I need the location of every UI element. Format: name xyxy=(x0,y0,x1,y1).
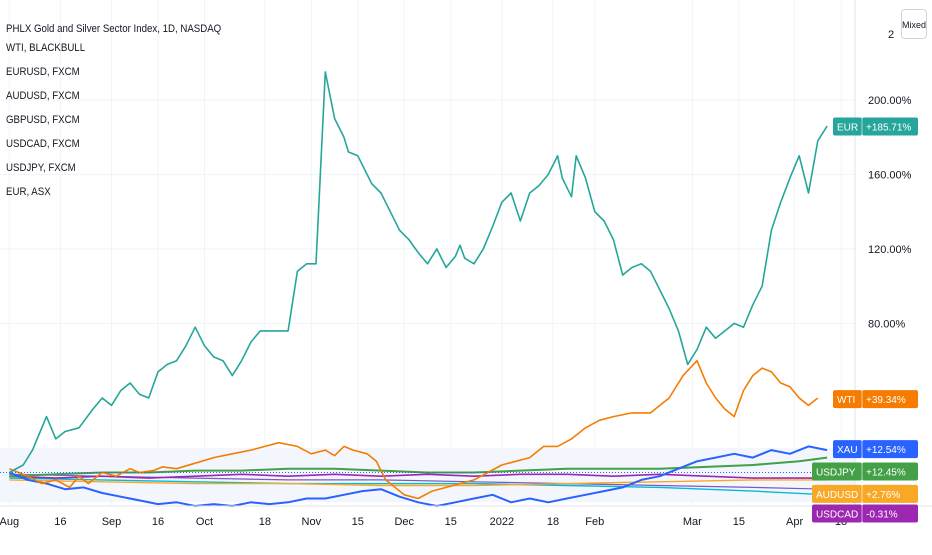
y-axis-labels: 200.00% 160.00% 120.00% 80.00% xyxy=(868,95,912,331)
y-tick-label: 80.00% xyxy=(868,318,906,330)
badge-value-text: +12.54% xyxy=(866,445,906,456)
price-badges: EUR +185.71% WTI +39.34% XAU +12.54% USDJPY +12… xyxy=(812,117,918,523)
badge-label-text: EUR xyxy=(837,123,858,134)
y-axis-top-tick: 2 xyxy=(888,29,894,41)
x-tick-label: 15 xyxy=(733,516,745,528)
x-tick-label: 16 xyxy=(54,516,66,528)
x-tick-label: Sep xyxy=(102,516,122,528)
legend-item-usdcad[interactable]: USDCAD, FXCM xyxy=(6,138,80,150)
badge-value-bg xyxy=(862,440,918,459)
badge-label-text: USDJPY xyxy=(816,468,856,479)
badge-value-text: +2.76% xyxy=(866,490,900,501)
price-badge-audusd: AUDUSD +2.76% xyxy=(812,484,918,503)
badge-value-bg xyxy=(862,390,918,409)
y-tick-label: 160.00% xyxy=(868,169,912,181)
legend-item-eurusd[interactable]: EURUSD, FXCM xyxy=(6,66,80,78)
badge-value-bg xyxy=(862,504,918,523)
legend-title[interactable]: PHLX Gold and Silver Sector Index, 1D, N… xyxy=(6,23,222,35)
legend-item-audusd[interactable]: AUDUSD, FXCM xyxy=(6,90,80,102)
series-line-wti xyxy=(9,359,819,500)
badge-label-bg xyxy=(833,117,862,136)
series-line-xau xyxy=(8,445,828,507)
legend-item-eur[interactable]: EUR, ASX xyxy=(6,186,51,198)
x-axis-labels: Aug 16 Sep 16 Oct 18 Nov 15 Dec 15 2022 18 Feb Mar 15 A… xyxy=(0,516,847,528)
price-badge-xau: XAU +12.54% xyxy=(833,440,918,459)
series-line-gbpusd xyxy=(9,473,828,490)
badge-label-bg xyxy=(812,462,862,481)
price-badge-usdjpy: USDJPY +12.45% xyxy=(812,462,918,481)
badge-value-text: -0.31% xyxy=(866,509,898,520)
badge-label-text: AUDUSD xyxy=(816,490,858,501)
badge-value-text: +12.45% xyxy=(866,468,906,479)
x-tick-label: Nov xyxy=(302,516,322,528)
price-badge-usdcad: USDCAD -0.31% xyxy=(812,504,918,523)
badge-label-text: XAU xyxy=(837,445,858,456)
x-tick-label: 16 xyxy=(152,516,164,528)
badge-value-bg xyxy=(862,484,918,503)
x-tick-label: Feb xyxy=(585,516,604,528)
y-tick-label: 200.00% xyxy=(868,95,912,107)
series-line-audusd xyxy=(9,479,828,487)
badge-value-text: +39.34% xyxy=(866,395,906,406)
series-lines xyxy=(8,71,828,507)
x-tick-label: Apr xyxy=(786,516,803,528)
badge-label-bg xyxy=(812,484,862,503)
badge-label-bg xyxy=(812,504,862,523)
series-line-usdcad xyxy=(9,473,828,479)
badge-value-text: +185.71% xyxy=(866,123,911,134)
x-tick-label: Aug xyxy=(0,516,19,528)
series-line-eurusd xyxy=(9,477,828,496)
legend-item-gbpusd[interactable]: GBPUSD, FXCM xyxy=(6,114,80,126)
x-tick-label: 18 xyxy=(547,516,559,528)
price-badge-eur: EUR +185.71% xyxy=(833,117,918,136)
x-tick-label: Mar xyxy=(683,516,702,528)
badge-label-text: WTI xyxy=(837,395,855,406)
price-badge-wti: WTI +39.34% xyxy=(833,390,918,409)
x-grid xyxy=(8,0,842,506)
series-line-eur xyxy=(8,71,828,474)
legend-item-usdjpy[interactable]: USDJPY, FXCM xyxy=(6,162,76,174)
y-tick-label: 120.00% xyxy=(868,244,912,256)
badge-value-bg xyxy=(862,117,918,136)
y-grid xyxy=(0,99,855,324)
series-line-usdjpy xyxy=(9,456,828,478)
x-tick-label: 18 xyxy=(259,516,271,528)
badge-label-bg xyxy=(833,390,862,409)
badge-label-bg xyxy=(833,440,862,459)
x-tick-label: 15 xyxy=(445,516,457,528)
x-tick-label: 15 xyxy=(352,516,364,528)
x-tick-label: 2022 xyxy=(490,516,514,528)
x-tick-label: Oct xyxy=(196,516,213,528)
badge-label-text: USDCAD xyxy=(816,509,858,520)
scale-mode-button[interactable]: Mixed xyxy=(901,9,927,39)
badge-value-bg xyxy=(862,462,918,481)
legend: PHLX Gold and Silver Sector Index, 1D, N… xyxy=(6,22,251,208)
legend-item-wti[interactable]: WTI, BLACKBULL xyxy=(6,42,86,54)
x-tick-label: Dec xyxy=(394,516,414,528)
